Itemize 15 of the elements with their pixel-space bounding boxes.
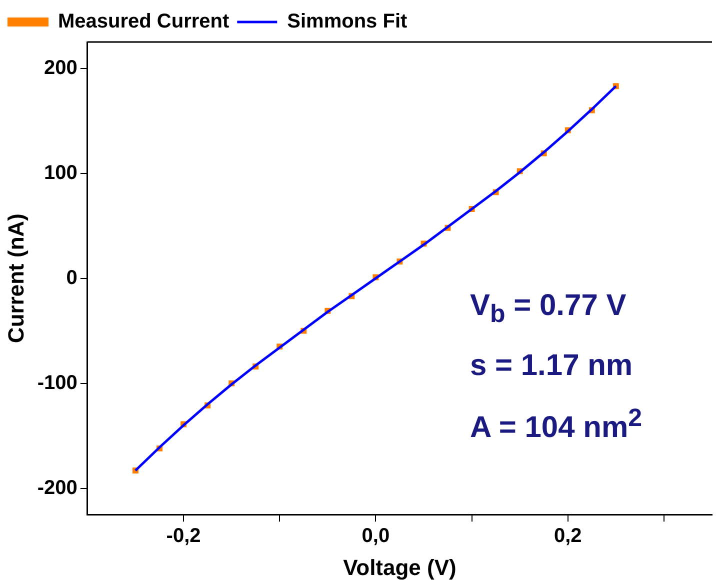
y-tick-label: 200 [44,56,78,79]
legend-label: Measured Current [58,10,230,33]
y-tick-label: -200 [37,476,78,499]
y-tick-label: 100 [44,162,78,184]
y-axis-title: Current (nA) [3,214,28,344]
x-tick-label: -0,2 [166,525,201,548]
y-tick-label: 0 [66,266,78,289]
y-tick-label: -100 [37,372,78,394]
annotation: s = 1.17 nm [470,348,634,384]
x-tick-label: 0,0 [362,525,390,548]
x-axis-title: Voltage (V) [343,554,456,580]
annotation: V$_{b}$ = 0.77 V [470,288,628,330]
annotation: A = 104 nm$^{2}$ [470,403,642,446]
legend-label: Simmons Fit [287,10,408,33]
x-tick-label: 0,2 [554,525,582,548]
